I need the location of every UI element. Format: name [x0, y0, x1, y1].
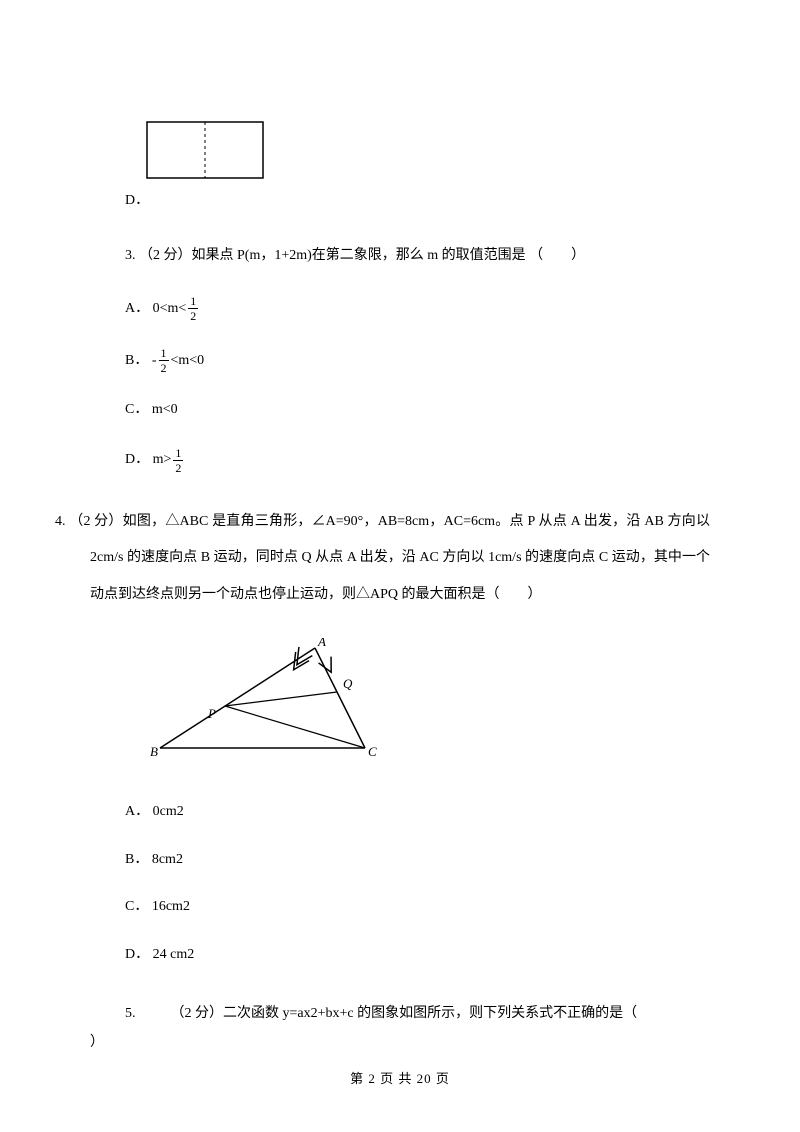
q4-option-c: C． 16cm2 [125, 896, 710, 918]
page-footer: 第 2 页 共 20 页 [0, 1068, 800, 1087]
question-4-text: 4. （2 分）如图，△ABC 是直角三角形，∠A=90°，AB=8cm，AC=… [90, 504, 710, 613]
svg-text:P: P [207, 706, 216, 721]
q3-optB-prefix: B． - [125, 350, 157, 372]
svg-text:Q: Q [343, 676, 353, 691]
q5-closing-paren: ） [90, 1032, 710, 1054]
q3-option-b: B． - 1 2 <m<0 [125, 347, 710, 374]
option-d-label: D． [125, 190, 710, 212]
q4-option-a: A． 0cm2 [125, 801, 710, 823]
q3-optA-prefix: A． 0<m< [125, 298, 186, 320]
q4-option-b: B． 8cm2 [125, 849, 710, 871]
svg-text:A: A [317, 638, 326, 649]
question-5-text: 5. （2 分）二次函数 y=ax2+bx+c 的图象如图所示，则下列关系式不正… [125, 996, 710, 1032]
triangle-figure: A B C P Q [150, 638, 710, 771]
q3-option-c: C． m<0 [125, 399, 710, 421]
svg-text:B: B [150, 744, 158, 759]
q3-option-d: D． m> 1 2 [125, 447, 710, 474]
q3-optD-prefix: D． m> [125, 449, 171, 471]
svg-text:C: C [368, 744, 377, 759]
rectangle-figure [145, 120, 710, 180]
q3-optD-fraction: 1 2 [173, 447, 183, 474]
q3-optB-fraction: 1 2 [159, 347, 169, 374]
q3-option-a: A． 0<m< 1 2 [125, 295, 710, 322]
q3-optB-suffix: <m<0 [171, 350, 205, 372]
q4-option-d: D． 24 cm2 [125, 944, 710, 966]
q3-optA-fraction: 1 2 [188, 295, 198, 322]
question-3-text: 3. （2 分）如果点 P(m，1+2m)在第二象限，那么 m 的取值范围是 （… [125, 242, 710, 270]
